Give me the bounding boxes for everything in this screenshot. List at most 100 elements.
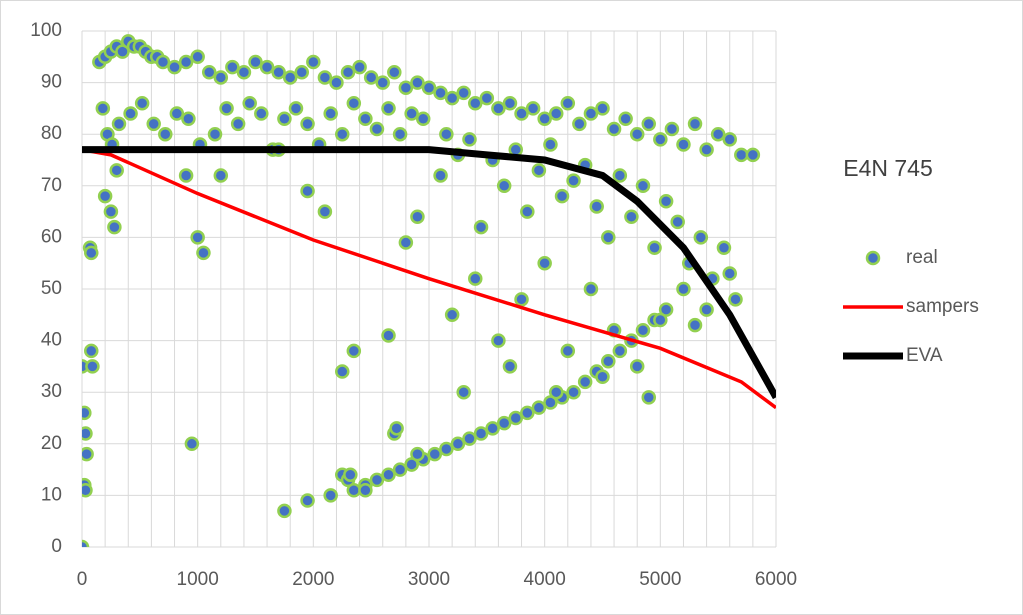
data-point (491, 101, 506, 116)
data-point (184, 436, 200, 452)
y-tick-label: 50 (41, 278, 62, 299)
data-point (358, 482, 373, 498)
data-point (225, 59, 240, 75)
data-point (294, 65, 310, 80)
data-point (664, 121, 680, 137)
x-tick-label: 0 (77, 569, 88, 590)
data-point (641, 116, 657, 132)
data-point (595, 101, 610, 116)
chart-title: E4N 745 (843, 155, 933, 181)
data-point (462, 431, 477, 446)
data-point (520, 405, 535, 421)
data-point (468, 95, 483, 111)
data-point (629, 126, 645, 142)
data-point (230, 116, 246, 132)
data-point (612, 343, 628, 359)
y-tick-label: 0 (51, 536, 62, 557)
data-point (300, 493, 315, 508)
data-point (722, 266, 737, 281)
data-point (288, 101, 304, 116)
series-line (82, 146, 776, 400)
data-point (369, 121, 385, 137)
data-point (687, 317, 703, 333)
data-point (572, 116, 587, 132)
data-point (358, 111, 373, 126)
data-point (473, 219, 489, 235)
data-point (213, 168, 229, 183)
data-point (190, 230, 205, 245)
data-point (439, 126, 454, 142)
plot-area (82, 34, 776, 547)
data-point (456, 85, 471, 101)
data-point (468, 271, 483, 286)
data-point (653, 312, 668, 328)
data-point (111, 116, 127, 132)
series-line (82, 147, 776, 410)
data-point (595, 369, 610, 384)
legend-label: real (906, 247, 938, 268)
data-point (84, 343, 99, 359)
data-point (456, 384, 471, 400)
data-point (375, 75, 390, 90)
data-point (398, 235, 414, 250)
data-point (103, 204, 119, 219)
data-point (473, 426, 489, 441)
data-point (300, 116, 315, 132)
y-tick-label: 70 (41, 175, 62, 196)
data-point (722, 132, 737, 147)
data-point (167, 59, 182, 75)
data-point (531, 163, 547, 178)
data-point (343, 467, 358, 483)
data-point (123, 106, 138, 121)
data-point (387, 65, 402, 80)
data-point (676, 281, 691, 297)
data-point (514, 106, 529, 121)
data-point (254, 106, 269, 121)
data-point (606, 121, 622, 137)
y-tick-label: 100 (30, 20, 62, 41)
data-point (178, 168, 194, 183)
data-point (629, 359, 645, 374)
data-point (433, 85, 448, 101)
data-point (624, 209, 639, 225)
data-point (502, 359, 518, 374)
data-point (502, 95, 518, 111)
data-point (248, 54, 263, 70)
data-point (236, 65, 252, 80)
data-point (635, 178, 651, 194)
legend-label: EVA (906, 345, 943, 366)
data-point (496, 415, 512, 431)
data-point (317, 204, 333, 219)
data-point (496, 178, 512, 194)
data-point (676, 137, 691, 152)
data-point (277, 111, 292, 126)
y-tick-label: 20 (41, 433, 62, 454)
data-point (710, 126, 726, 142)
data-point (687, 116, 703, 132)
data-point (323, 106, 338, 121)
data-point (444, 307, 460, 323)
data-point (508, 410, 523, 426)
y-tick-label: 30 (41, 381, 62, 402)
y-tick-label: 80 (41, 123, 62, 144)
x-tick-label: 2000 (292, 569, 334, 590)
data-point (134, 95, 150, 111)
data-point (340, 65, 356, 80)
data-point (601, 230, 616, 245)
data-point (421, 80, 437, 96)
data-point (433, 168, 448, 183)
data-point (404, 106, 419, 121)
data-point (410, 75, 425, 90)
data-point (352, 59, 367, 75)
data-point (282, 70, 298, 85)
data-point (601, 353, 616, 369)
data-point (389, 421, 404, 436)
y-tick-label: 10 (41, 484, 62, 505)
data-point (548, 106, 564, 121)
data-point (491, 333, 506, 348)
data-point (85, 359, 100, 374)
data-point (427, 446, 443, 462)
data-point (618, 111, 633, 126)
data-point (97, 188, 113, 204)
